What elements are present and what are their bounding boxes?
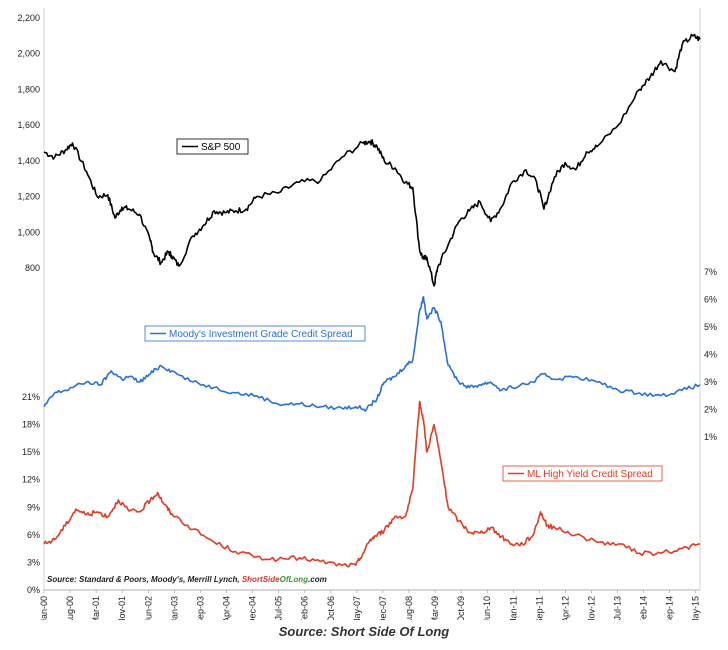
x-tick-9: Jul-05 — [274, 596, 284, 620]
x-tick-20: Apr-12 — [560, 596, 570, 620]
legend-sp500-box — [176, 138, 249, 155]
x-tick-14: Aug-08 — [404, 596, 414, 620]
x-tick-0: Jan-00 — [39, 596, 49, 620]
series-lines — [43, 33, 701, 568]
x-tick-8: Dec-04 — [248, 596, 258, 620]
source-note-brand-a: ShortSide — [242, 575, 280, 584]
x-tick-17: Jun-10 — [482, 596, 492, 620]
chart-frame — [43, 8, 701, 591]
x-tick-11: Oct-06 — [326, 596, 336, 620]
y-tick-high_yield-5: 15% — [22, 447, 40, 457]
x-tick-6: Sep-03 — [195, 596, 205, 620]
x-tick-15: Mar-09 — [430, 596, 440, 620]
x-tick-22: Jul-13 — [613, 596, 623, 620]
x-tick-5: Jan-03 — [169, 596, 179, 620]
y-tick-high_yield-3: 9% — [27, 502, 40, 512]
x-tick-12: May-07 — [352, 596, 362, 620]
x-tick-3: Nov-01 — [117, 596, 127, 620]
series-line-high_yield — [43, 400, 701, 568]
x-tick-18: Jan-11 — [508, 596, 518, 620]
y-tick-investment_grade-0: 1% — [704, 432, 717, 442]
legend-ig-label: Moody's Investment Grade Credit Spread — [169, 329, 353, 340]
y-tick-high_yield-0: 0% — [27, 585, 40, 595]
y-tick-sp500-0: 800 — [25, 263, 40, 273]
legend-sp500: S&P 500 — [176, 138, 249, 155]
y-tick-investment_grade-3: 4% — [704, 350, 717, 360]
y-tick-sp500-5: 1,800 — [17, 84, 40, 94]
x-tick-16: Oct-09 — [456, 596, 466, 620]
tick-labels: 800 1,000 1,200 1,400 1,600 1,800 2,000 2,200 1%… — [17, 13, 717, 620]
x-tick-10: Feb-06 — [300, 596, 310, 620]
figure-caption: Source: Short Side Of Long — [278, 624, 450, 639]
x-tick-19: Sep-11 — [534, 596, 544, 620]
x-tick-4: Jun-02 — [143, 596, 153, 620]
y-tick-investment_grade-2: 3% — [704, 377, 717, 387]
x-tick-23: Feb-14 — [639, 596, 649, 620]
y-tick-sp500-3: 1,400 — [17, 156, 40, 166]
source-note: Source: Standard & Poors, Moody's, Merri… — [47, 575, 327, 584]
source-note-suffix: .com — [308, 575, 327, 584]
chart-canvas: 800 1,000 1,200 1,400 1,600 1,800 2,000 2,200 1%… — [17, 8, 717, 620]
series-line-sp500 — [43, 33, 701, 287]
y-tick-investment_grade-4: 5% — [704, 322, 717, 332]
x-tick-7: Apr-04 — [221, 596, 231, 620]
y-tick-high_yield-4: 12% — [22, 475, 40, 485]
legend-hy-box — [502, 465, 663, 482]
x-tick-25: May-15 — [691, 596, 701, 620]
legend-investment-grade: Moody's Investment Grade Credit Spread — [144, 325, 366, 342]
y-tick-high_yield-6: 18% — [22, 420, 40, 430]
y-tick-investment_grade-6: 7% — [704, 267, 717, 277]
legend-sp500-label: S&P 500 — [201, 142, 241, 153]
y-tick-sp500-2: 1,200 — [17, 192, 40, 202]
legend-hy-label: ML High Yield Credit Spread — [527, 469, 653, 480]
source-note-brand-b: OfLong — [280, 575, 309, 584]
y-tick-high_yield-7: 21% — [22, 392, 40, 402]
y-tick-investment_grade-5: 6% — [704, 295, 717, 305]
y-tick-high_yield-1: 3% — [27, 557, 40, 567]
legend-high-yield: ML High Yield Credit Spread — [502, 465, 663, 482]
source-note-prefix: Source: Standard & Poors, Moody's, Merri… — [47, 575, 242, 584]
y-tick-sp500-4: 1,600 — [17, 120, 40, 130]
y-tick-sp500-7: 2,200 — [17, 13, 40, 23]
y-tick-high_yield-2: 6% — [27, 530, 40, 540]
y-tick-sp500-1: 1,000 — [17, 227, 40, 237]
x-tick-24: Sep-14 — [665, 596, 675, 620]
series-line-investment_grade — [43, 296, 701, 412]
x-tick-21: Nov-12 — [586, 596, 596, 620]
x-tick-13: Dec-07 — [378, 596, 388, 620]
y-tick-investment_grade-1: 2% — [704, 405, 717, 415]
legend-ig-box — [144, 325, 366, 342]
y-tick-sp500-6: 2,000 — [17, 49, 40, 59]
x-tick-2: Mar-01 — [91, 596, 101, 620]
x-tick-1: Aug-00 — [65, 596, 75, 620]
